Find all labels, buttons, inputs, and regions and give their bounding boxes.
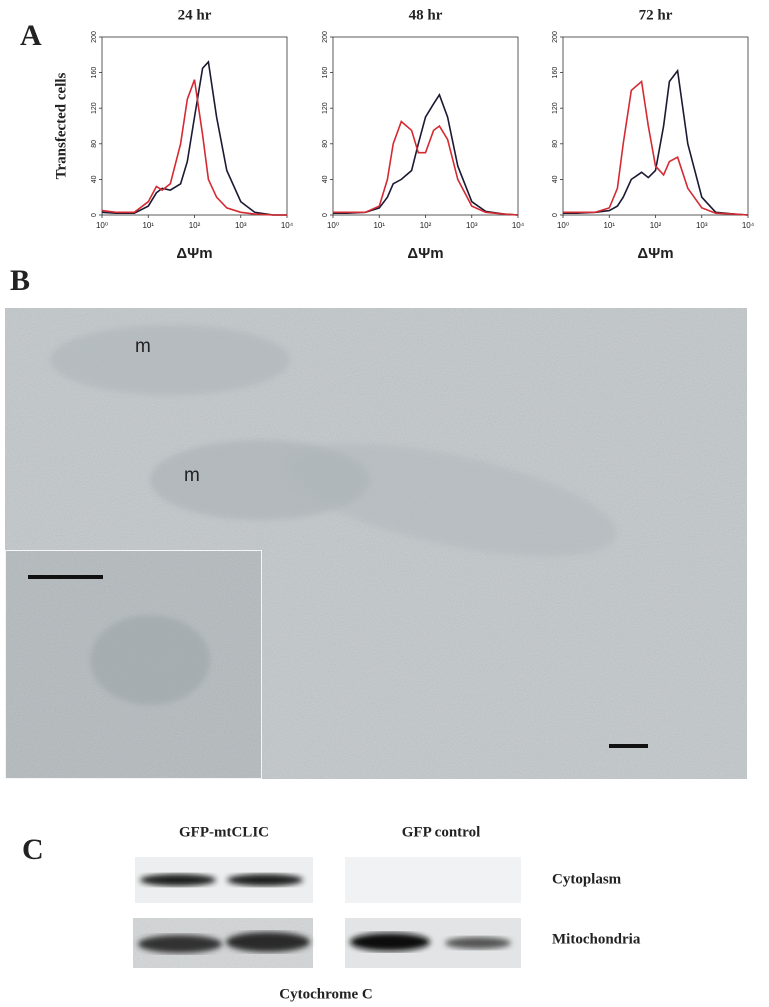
mitochondrion <box>90 615 210 705</box>
histogram-line <box>101 79 287 216</box>
plot-frame <box>332 36 519 216</box>
x-tick-label: 10⁴ <box>512 221 525 230</box>
y-tick-label: 40 <box>552 175 559 183</box>
x-tick-label: 10¹ <box>142 221 154 230</box>
blot-strip <box>345 857 521 903</box>
mito-label: m <box>184 465 200 486</box>
band <box>350 933 430 951</box>
y-tick-label: 0 <box>552 213 559 217</box>
y-tick-label: 80 <box>552 140 559 148</box>
band <box>138 935 222 953</box>
y-tick-label: 40 <box>91 175 98 183</box>
histogram-line <box>333 120 519 216</box>
mitochondrion <box>50 325 290 395</box>
panel-label: B <box>10 264 30 297</box>
band <box>445 937 511 949</box>
x-tick-label: 10³ <box>466 221 478 230</box>
plot-frame <box>562 36 749 216</box>
x-tick-label: 10⁰ <box>557 221 569 230</box>
y-tick-label: 160 <box>91 67 98 79</box>
y-tick-label: 0 <box>91 213 98 217</box>
y-tick-label: 200 <box>91 31 98 43</box>
chart-title: 24 hr <box>178 7 212 23</box>
y-tick-label: 40 <box>322 175 329 183</box>
mito-label: m <box>135 336 151 357</box>
band <box>226 932 310 952</box>
y-tick-label: 0 <box>322 213 329 217</box>
x-axis-label: ΔΨm <box>176 245 212 262</box>
x-tick-label: 10² <box>420 221 432 230</box>
x-tick-label: 10¹ <box>373 221 385 230</box>
y-tick-label: 160 <box>322 67 329 79</box>
group-label: GFP control <box>402 824 480 840</box>
x-tick-label: 10³ <box>235 221 247 230</box>
y-tick-label: 200 <box>322 31 329 43</box>
x-tick-label: 10⁴ <box>742 221 755 230</box>
y-tick-label: 160 <box>552 67 559 79</box>
x-tick-label: 10¹ <box>603 221 615 230</box>
x-axis-label: ΔΨm <box>637 245 673 262</box>
x-tick-label: 10² <box>650 221 662 230</box>
mitochondrion <box>283 443 617 557</box>
chart-title: 48 hr <box>409 7 443 23</box>
histogram-panel: 24 hr Transfected cells ΔΨm 0 40 80 120 160 200 1… <box>53 7 293 262</box>
x-axis-label: ΔΨm <box>407 245 443 262</box>
histogram-line <box>333 93 519 216</box>
x-tick-label: 10⁴ <box>281 221 294 230</box>
x-tick-label: 10⁰ <box>327 221 339 230</box>
histogram-line <box>563 79 749 216</box>
y-axis-label: Transfected cells <box>53 72 69 179</box>
chart-title: 72 hr <box>639 7 673 23</box>
plot-frame <box>101 36 288 216</box>
histogram-panel: 72 hr ΔΨm 0 40 80 120 160 200 10⁰ 10¹ 10² 10³ 10⁴ <box>552 7 755 262</box>
y-tick-label: 80 <box>322 140 329 148</box>
y-tick-label: 80 <box>91 140 98 148</box>
western-blot: GFP-mtCLIC GFP control Cytoplasm Mitocho… <box>133 824 641 1002</box>
y-tick-label: 120 <box>322 102 329 114</box>
panel-label: C <box>22 833 44 866</box>
group-label: GFP-mtCLIC <box>179 824 269 840</box>
x-tick-label: 10³ <box>696 221 708 230</box>
x-tick-label: 10⁰ <box>96 221 108 230</box>
row-label: Mitochondria <box>552 931 641 947</box>
micrograph: m m <box>4 308 747 780</box>
row-label: Cytoplasm <box>552 871 622 887</box>
band <box>140 874 216 886</box>
histogram-line <box>563 68 749 216</box>
y-tick-label: 120 <box>552 102 559 114</box>
histogram-panel: 48 hr ΔΨm 0 40 80 120 160 200 10⁰ 10¹ 10² 10³ 10⁴ <box>322 7 525 262</box>
histogram-line <box>101 60 287 216</box>
band <box>227 874 303 886</box>
blot-caption: Cytochrome C <box>279 986 372 1002</box>
y-tick-label: 200 <box>552 31 559 43</box>
x-tick-label: 10² <box>189 221 201 230</box>
y-tick-label: 120 <box>91 102 98 114</box>
panel-label: A <box>20 19 42 52</box>
